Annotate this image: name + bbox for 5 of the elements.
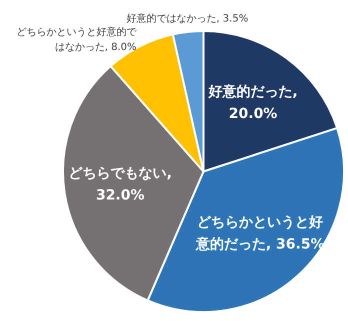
slice-label: 好意的ではなかった, 3.5% bbox=[126, 12, 248, 24]
slice-label: どちらかというと好意的ではなかった, 8.0% bbox=[16, 26, 138, 54]
slice-label: どちらでもない, 32.0% bbox=[68, 165, 172, 204]
slice-label: 好意的だった, 20.0% bbox=[207, 82, 298, 122]
slice-label: どちらかというと好意的だった, 36.5% bbox=[194, 214, 325, 252]
